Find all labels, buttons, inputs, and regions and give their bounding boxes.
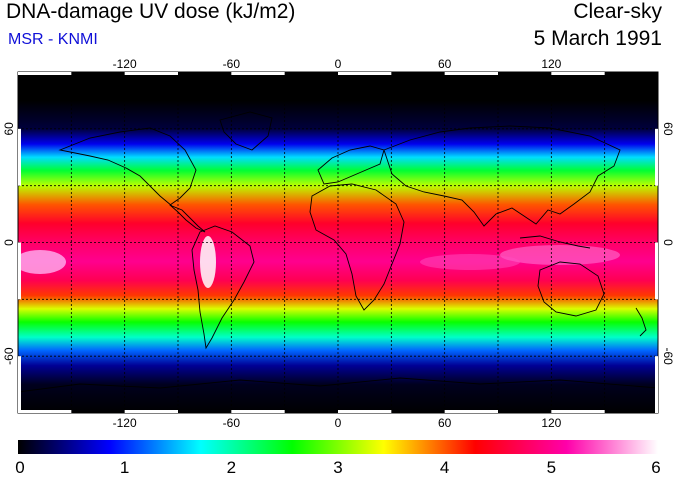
colorbar [18, 440, 658, 454]
colorbar-tick-label: 2 [226, 458, 237, 477]
coast-greenland [219, 111, 273, 151]
coastlines [18, 111, 658, 393]
coast-asia [383, 125, 621, 227]
lon-label-bottom: 120 [541, 416, 561, 430]
lon-label-top: -60 [223, 57, 241, 71]
colorbar-tick-label: 5 [546, 458, 557, 477]
colorbar-tick-label: 4 [439, 458, 450, 477]
lat-labels-left: 60 0 -60 [2, 122, 16, 365]
lat-label-right: 60 [661, 122, 675, 136]
lon-label-top: 0 [335, 57, 342, 71]
coast-antarctica [18, 377, 658, 393]
colorbar-tick-label: 0 [15, 458, 25, 477]
lon-label-top: 120 [541, 57, 561, 71]
graticule [18, 72, 658, 413]
colorbar-tick-label: 6 [651, 458, 661, 477]
hotspot-andes [200, 236, 216, 288]
coast-new-zealand [635, 307, 647, 337]
lon-label-top: 60 [438, 57, 452, 71]
coast-africa [309, 183, 405, 311]
hotspot-pacific-east [18, 250, 66, 274]
lon-label-bottom: -60 [223, 416, 241, 430]
hotspot-indo-pacific [500, 245, 620, 265]
lon-labels-top: -120 -60 0 60 120 [113, 57, 562, 71]
lat-label-right: 0 [661, 239, 675, 246]
lon-label-bottom: -120 [113, 416, 137, 430]
coast-europe [317, 145, 385, 185]
lon-label-top: -120 [113, 57, 137, 71]
coast-indonesia [519, 235, 591, 249]
colorbar-tick-label: 3 [333, 458, 343, 477]
colorbar-tick-label: 1 [119, 458, 130, 477]
frame-tick-segments [18, 72, 658, 413]
lat-labels-right: 60 0 -60 [661, 122, 675, 365]
lat-label-right: -60 [661, 347, 675, 365]
chart-title: DNA-damage UV dose (kJ/m2) [6, 0, 296, 23]
source-label: MSR - KNMI [8, 31, 98, 48]
lat-label-left: -60 [2, 347, 16, 365]
coast-north-america [58, 127, 206, 233]
lat-label-left: 60 [2, 122, 16, 136]
coast-south-america [191, 225, 255, 350]
condition-label: Clear-sky [573, 0, 662, 23]
lon-labels-bottom: -120 -60 0 60 120 [113, 416, 562, 430]
date-label: 5 March 1991 [533, 27, 662, 50]
lon-label-bottom: 60 [438, 416, 452, 430]
hotspot-indian-ocean [420, 254, 520, 270]
lat-label-left: 0 [2, 239, 16, 246]
lon-label-bottom: 0 [335, 416, 342, 430]
coast-australia [537, 261, 605, 317]
